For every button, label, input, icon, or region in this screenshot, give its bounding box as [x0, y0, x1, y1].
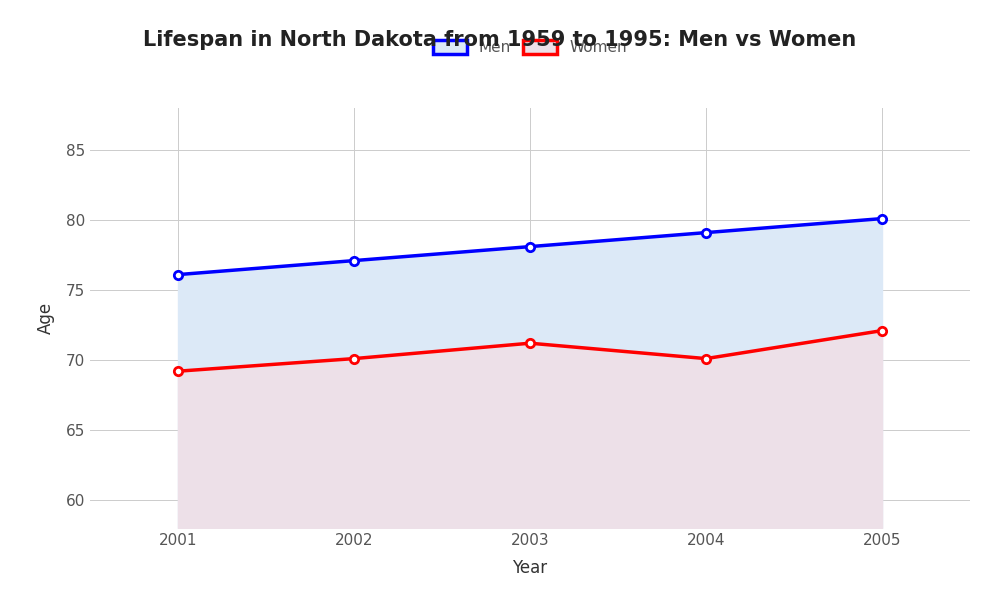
- Text: Lifespan in North Dakota from 1959 to 1995: Men vs Women: Lifespan in North Dakota from 1959 to 19…: [143, 30, 857, 50]
- Y-axis label: Age: Age: [37, 302, 55, 334]
- Legend: Men, Women: Men, Women: [433, 40, 627, 55]
- X-axis label: Year: Year: [512, 559, 548, 577]
